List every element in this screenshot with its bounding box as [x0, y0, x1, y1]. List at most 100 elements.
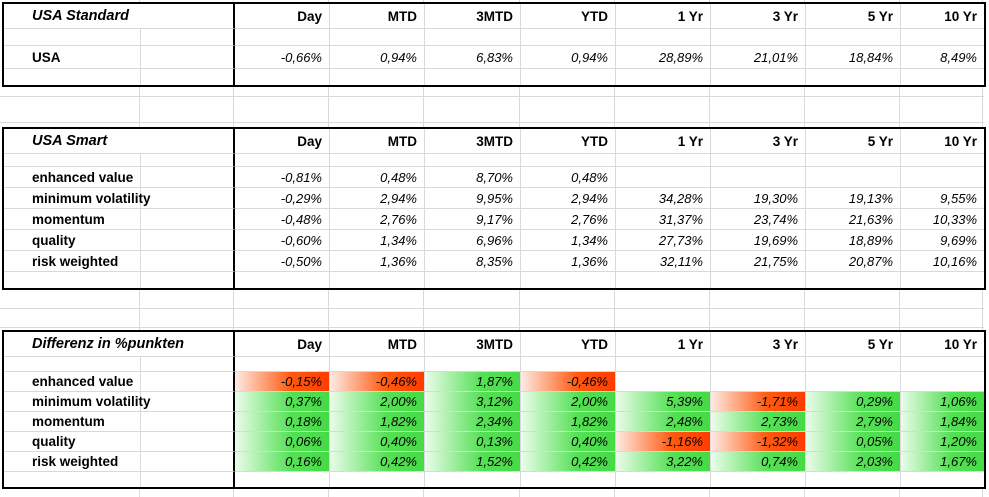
- value-cell[interactable]: [806, 372, 901, 392]
- empty-cell[interactable]: [806, 154, 901, 167]
- empty-cell[interactable]: [711, 472, 806, 487]
- empty-cell[interactable]: [425, 69, 521, 85]
- value-cell[interactable]: 23,74%: [711, 209, 806, 230]
- value-cell[interactable]: 1,82%: [521, 412, 616, 432]
- value-cell[interactable]: 5,39%: [616, 392, 711, 412]
- empty-cell[interactable]: [425, 154, 521, 167]
- value-cell[interactable]: 32,11%: [616, 251, 711, 272]
- value-cell[interactable]: 31,37%: [616, 209, 711, 230]
- value-cell[interactable]: 0,40%: [330, 432, 425, 452]
- empty-cell[interactable]: [141, 272, 235, 288]
- value-cell[interactable]: 1,36%: [521, 251, 616, 272]
- value-cell[interactable]: -0,66%: [235, 46, 330, 69]
- empty-cell[interactable]: [806, 69, 901, 85]
- value-cell[interactable]: 1,20%: [901, 432, 984, 452]
- value-cell[interactable]: 0,29%: [806, 392, 901, 412]
- value-cell[interactable]: 27,73%: [616, 230, 711, 251]
- empty-cell[interactable]: [521, 154, 616, 167]
- empty-cell[interactable]: [616, 29, 711, 46]
- empty-cell[interactable]: [330, 357, 425, 372]
- value-cell[interactable]: 9,95%: [425, 188, 521, 209]
- empty-cell[interactable]: [711, 29, 806, 46]
- empty-cell[interactable]: [711, 69, 806, 85]
- value-cell[interactable]: [711, 372, 806, 392]
- empty-cell[interactable]: [141, 188, 235, 209]
- value-cell[interactable]: 0,16%: [235, 452, 330, 472]
- value-cell[interactable]: 3,12%: [425, 392, 521, 412]
- empty-cell[interactable]: [141, 392, 235, 412]
- value-cell[interactable]: 1,36%: [330, 251, 425, 272]
- value-cell[interactable]: 1,34%: [521, 230, 616, 251]
- value-cell[interactable]: -0,81%: [235, 167, 330, 188]
- empty-cell[interactable]: [4, 272, 141, 288]
- value-cell[interactable]: 6,96%: [425, 230, 521, 251]
- value-cell[interactable]: 18,89%: [806, 230, 901, 251]
- empty-cell[interactable]: [141, 472, 235, 487]
- empty-cell[interactable]: [901, 29, 984, 46]
- value-cell[interactable]: 2,00%: [330, 392, 425, 412]
- value-cell[interactable]: -1,32%: [711, 432, 806, 452]
- value-cell[interactable]: 0,37%: [235, 392, 330, 412]
- value-cell[interactable]: 6,83%: [425, 46, 521, 69]
- value-cell[interactable]: 10,33%: [901, 209, 984, 230]
- value-cell[interactable]: 3,22%: [616, 452, 711, 472]
- empty-cell[interactable]: [4, 154, 141, 167]
- value-cell[interactable]: 0,40%: [521, 432, 616, 452]
- value-cell[interactable]: 0,48%: [521, 167, 616, 188]
- value-cell[interactable]: 2,03%: [806, 452, 901, 472]
- value-cell[interactable]: -0,60%: [235, 230, 330, 251]
- empty-cell[interactable]: [4, 69, 141, 85]
- empty-cell[interactable]: [235, 29, 330, 46]
- value-cell[interactable]: 28,89%: [616, 46, 711, 69]
- empty-cell[interactable]: [141, 230, 235, 251]
- empty-cell[interactable]: [425, 272, 521, 288]
- empty-cell[interactable]: [330, 29, 425, 46]
- empty-cell[interactable]: [141, 69, 235, 85]
- value-cell[interactable]: 10,16%: [901, 251, 984, 272]
- empty-cell[interactable]: [141, 412, 235, 432]
- value-cell[interactable]: -0,48%: [235, 209, 330, 230]
- empty-cell[interactable]: [806, 357, 901, 372]
- empty-cell[interactable]: [141, 357, 235, 372]
- value-cell[interactable]: -1,71%: [711, 392, 806, 412]
- value-cell[interactable]: -0,46%: [521, 372, 616, 392]
- empty-cell[interactable]: [141, 372, 235, 392]
- value-cell[interactable]: 1,52%: [425, 452, 521, 472]
- empty-cell[interactable]: [141, 29, 235, 46]
- empty-cell[interactable]: [806, 29, 901, 46]
- value-cell[interactable]: -0,46%: [330, 372, 425, 392]
- value-cell[interactable]: 19,13%: [806, 188, 901, 209]
- value-cell[interactable]: 2,34%: [425, 412, 521, 432]
- empty-cell[interactable]: [521, 69, 616, 85]
- empty-cell[interactable]: [521, 29, 616, 46]
- value-cell[interactable]: 1,06%: [901, 392, 984, 412]
- empty-cell[interactable]: [4, 357, 141, 372]
- value-cell[interactable]: 0,18%: [235, 412, 330, 432]
- empty-cell[interactable]: [521, 357, 616, 372]
- empty-cell[interactable]: [235, 272, 330, 288]
- empty-cell[interactable]: [330, 154, 425, 167]
- value-cell[interactable]: [711, 167, 806, 188]
- empty-cell[interactable]: [616, 357, 711, 372]
- value-cell[interactable]: [616, 167, 711, 188]
- value-cell[interactable]: 0,94%: [521, 46, 616, 69]
- empty-cell[interactable]: [616, 69, 711, 85]
- empty-cell[interactable]: [711, 154, 806, 167]
- value-cell[interactable]: 2,48%: [616, 412, 711, 432]
- value-cell[interactable]: 19,30%: [711, 188, 806, 209]
- empty-cell[interactable]: [235, 154, 330, 167]
- empty-cell[interactable]: [901, 69, 984, 85]
- value-cell[interactable]: 18,84%: [806, 46, 901, 69]
- value-cell[interactable]: 0,05%: [806, 432, 901, 452]
- empty-cell[interactable]: [425, 29, 521, 46]
- value-cell[interactable]: 9,69%: [901, 230, 984, 251]
- value-cell[interactable]: 2,94%: [521, 188, 616, 209]
- empty-cell[interactable]: [616, 154, 711, 167]
- value-cell[interactable]: -0,50%: [235, 251, 330, 272]
- value-cell[interactable]: 8,35%: [425, 251, 521, 272]
- empty-cell[interactable]: [141, 251, 235, 272]
- value-cell[interactable]: 0,74%: [711, 452, 806, 472]
- empty-cell[interactable]: [901, 472, 984, 487]
- empty-cell[interactable]: [141, 209, 235, 230]
- empty-cell[interactable]: [235, 69, 330, 85]
